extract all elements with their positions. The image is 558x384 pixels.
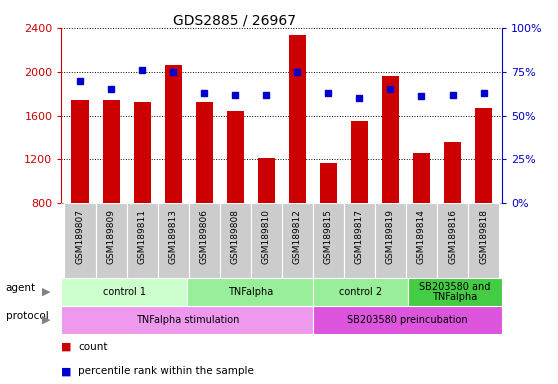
Bar [475,108,492,203]
Bar [344,203,375,278]
Bar [282,203,313,278]
Text: control 2: control 2 [339,287,382,297]
Bar [71,100,89,203]
Text: GSM189811: GSM189811 [138,209,147,264]
Bar [408,278,502,306]
Text: SB203580 preincubation: SB203580 preincubation [348,315,468,325]
Bar [95,203,127,278]
Text: ▶: ▶ [42,287,50,297]
Text: GSM189812: GSM189812 [293,209,302,264]
Text: agent: agent [6,283,36,293]
Text: GSM189817: GSM189817 [355,209,364,264]
Text: GSM189815: GSM189815 [324,209,333,264]
Text: TNFalpha: TNFalpha [228,287,273,297]
Text: ■: ■ [61,366,75,376]
Bar [437,203,468,278]
Bar [289,35,306,203]
Bar [351,121,368,203]
Text: TNFalpha stimulation: TNFalpha stimulation [136,315,239,325]
Text: GSM189808: GSM189808 [230,209,240,264]
Bar [133,103,151,203]
Bar [313,278,408,306]
Bar [444,142,461,203]
Bar [61,278,187,306]
Bar [468,203,499,278]
Bar [227,111,244,203]
Text: GSM189813: GSM189813 [169,209,177,264]
Text: GSM189807: GSM189807 [75,209,84,264]
Bar [157,203,189,278]
Bar [65,203,95,278]
Text: control 1: control 1 [103,287,146,297]
Text: ■: ■ [61,341,75,351]
Text: count: count [78,341,108,351]
Bar [127,203,157,278]
Bar [313,203,344,278]
Bar [61,306,313,334]
Text: GSM189819: GSM189819 [386,209,395,264]
Bar [313,306,502,334]
Bar [196,103,213,203]
Bar [413,153,430,203]
Bar [406,203,437,278]
Bar [375,203,406,278]
Text: protocol: protocol [6,311,49,321]
Bar [187,278,313,306]
Bar [189,203,220,278]
Text: GSM189810: GSM189810 [262,209,271,264]
Text: GSM189818: GSM189818 [479,209,488,264]
Bar [382,76,399,203]
Bar [258,158,275,203]
Bar [103,100,119,203]
Text: GSM189816: GSM189816 [448,209,457,264]
Text: SB203580 and
TNFalpha: SB203580 and TNFalpha [419,281,490,303]
Bar [251,203,282,278]
Text: GDS2885 / 26967: GDS2885 / 26967 [173,13,296,27]
Bar [165,65,182,203]
Text: GSM189809: GSM189809 [107,209,116,264]
Bar [220,203,251,278]
Bar [320,163,337,203]
Text: GSM189814: GSM189814 [417,209,426,264]
Text: ▶: ▶ [42,315,50,325]
Text: GSM189806: GSM189806 [200,209,209,264]
Text: percentile rank within the sample: percentile rank within the sample [78,366,254,376]
